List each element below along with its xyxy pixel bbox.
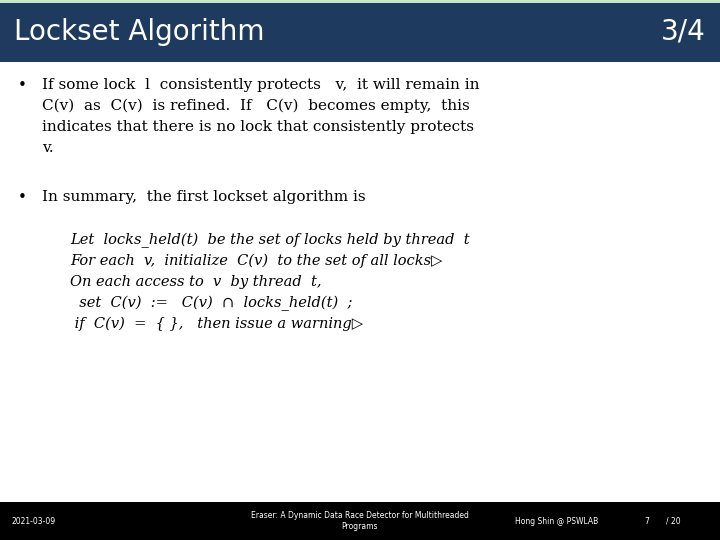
Text: •: • [18, 78, 27, 93]
Text: In summary,  the first lockset algorithm is: In summary, the first lockset algorithm … [42, 190, 366, 204]
Text: indicates that there is no lock that consistently protects: indicates that there is no lock that con… [42, 120, 474, 134]
Text: Hong Shin @ PSWLAB: Hong Shin @ PSWLAB [515, 516, 598, 525]
Text: if  C(v)  =  { },   then issue a warning▷: if C(v) = { }, then issue a warning▷ [70, 317, 363, 332]
Text: 7: 7 [644, 516, 649, 525]
Text: •: • [18, 190, 27, 205]
Text: If some lock  l  consistently protects   v,  it will remain in: If some lock l consistently protects v, … [42, 78, 480, 92]
Bar [0, 0, 720, 62]
Text: Lockset Algorithm: Lockset Algorithm [14, 18, 264, 46]
Text: For each  v,  initialize  C(v)  to the set of all locks▷: For each v, initialize C(v) to the set o… [70, 254, 442, 268]
Text: Eraser: A Dynamic Data Race Detector for Multithreaded
Programs: Eraser: A Dynamic Data Race Detector for… [251, 511, 469, 531]
Text: / 20: / 20 [666, 516, 680, 525]
Bar [0, 502, 720, 540]
Text: C(v)  as  C(v)  is refined.  If   C(v)  becomes empty,  this: C(v) as C(v) is refined. If C(v) becomes… [42, 99, 469, 113]
Bar [0, 0, 720, 3]
Text: 3/4: 3/4 [661, 18, 706, 46]
Text: set  C(v)  :=   C(v)  ∩  locks_held(t)  ;: set C(v) := C(v) ∩ locks_held(t) ; [70, 296, 352, 311]
Text: Let  locks_held(t)  be the set of locks held by thread  t: Let locks_held(t) be the set of locks he… [70, 233, 469, 248]
Text: 2021-03-09: 2021-03-09 [12, 516, 56, 525]
Text: v.: v. [42, 141, 53, 155]
Text: On each access to  v  by thread  t,: On each access to v by thread t, [70, 275, 322, 289]
